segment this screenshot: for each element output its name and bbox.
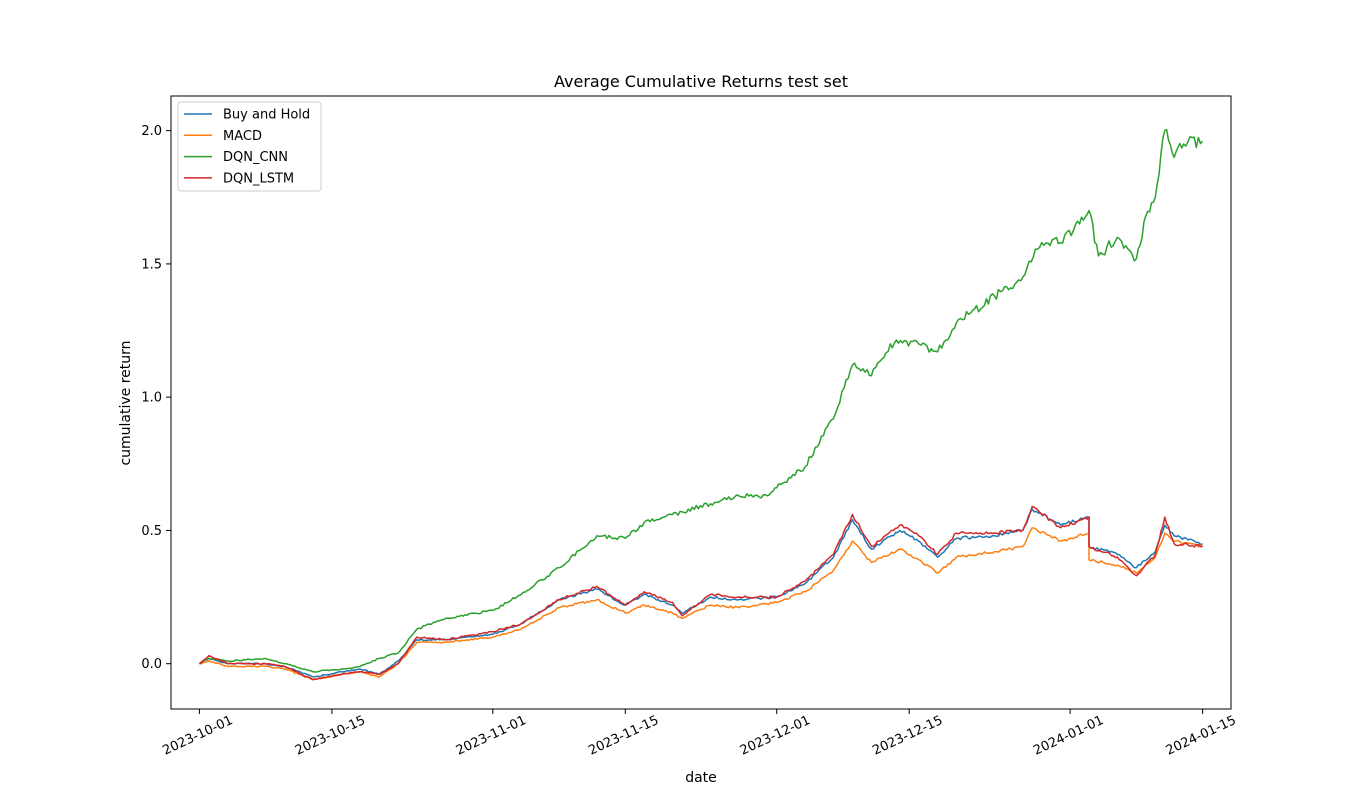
plot-area <box>198 128 1204 681</box>
legend-label-buy-and-hold: Buy and Hold <box>223 108 310 123</box>
legend: Buy and Hold MACD DQN_CNN DQN_LSTM <box>177 101 322 192</box>
x-tick-label: 2024-01-15 <box>1164 713 1239 759</box>
y-tick-label: 0.5 <box>141 524 162 539</box>
x-tick-label: 2023-10-01 <box>161 713 236 759</box>
y-tick-label: 2.0 <box>141 124 162 139</box>
series-line-dqn-lstm <box>198 505 1203 681</box>
y-axis: 0.0 0.5 1.0 1.5 2.0 <box>141 124 171 672</box>
series-line-macd <box>199 527 1204 681</box>
y-tick-label: 1.0 <box>141 391 162 406</box>
series-line-dqn-cnn <box>199 128 1204 673</box>
legend-label-dqn-cnn: DQN_CNN <box>223 150 288 165</box>
legend-box <box>177 101 322 192</box>
y-tick-label: 1.5 <box>141 257 162 272</box>
x-tick-label: 2023-11-01 <box>454 713 529 759</box>
y-tick-label: 0.0 <box>141 657 162 672</box>
chart-title: Average Cumulative Returns test set <box>554 72 848 91</box>
legend-label-macd: MACD <box>223 129 262 144</box>
y-axis-title: cumulative return <box>118 340 134 465</box>
plot-frame <box>170 95 1232 710</box>
legend-label-dqn-lstm: DQN_LSTM <box>223 171 294 186</box>
x-tick-label: 2023-10-15 <box>293 713 368 759</box>
x-tick-label: 2024-01-01 <box>1031 713 1106 759</box>
x-tick-label: 2023-11-15 <box>586 713 661 759</box>
x-axis-title: date <box>685 770 717 786</box>
x-tick-label: 2023-12-01 <box>738 713 813 759</box>
series-line-buy-and-hold <box>198 508 1203 678</box>
x-tick-label: 2023-12-15 <box>870 713 945 759</box>
x-axis: 2023-10-01 2023-10-15 2023-11-01 2023-11-15… <box>161 709 1239 759</box>
